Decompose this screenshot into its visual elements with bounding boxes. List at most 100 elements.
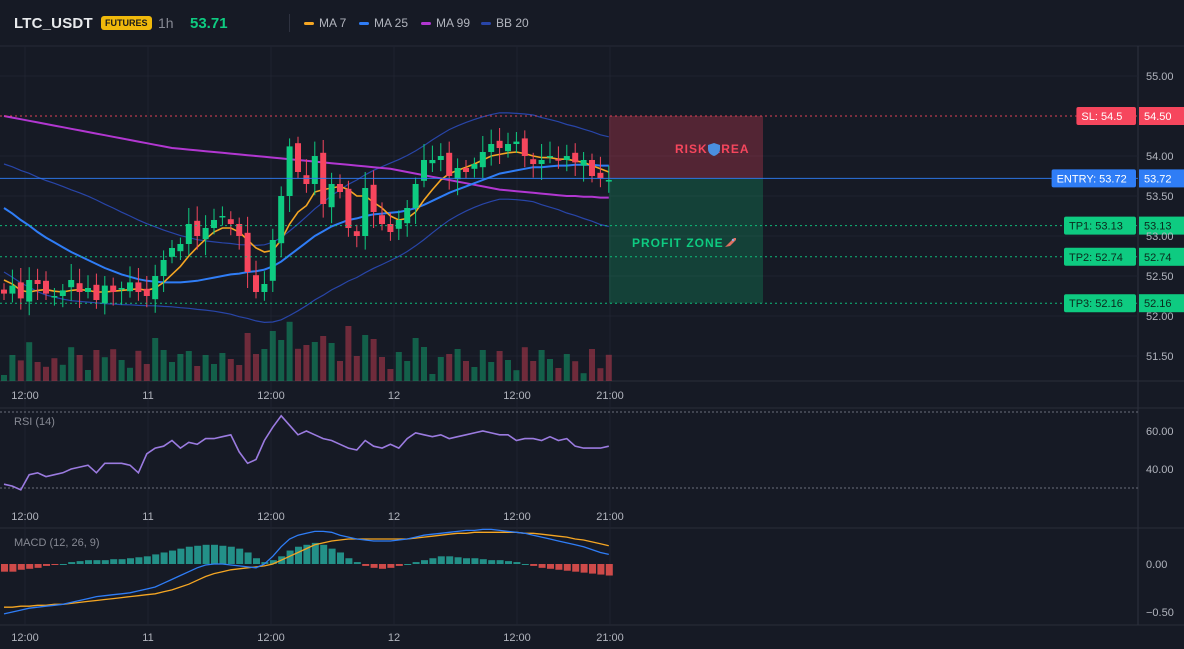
candle-body — [370, 184, 377, 212]
candle-body — [521, 138, 528, 156]
volume-bar — [387, 369, 394, 381]
volume-bar — [505, 360, 511, 381]
level-label-sl: SL: 54.5 — [1081, 111, 1122, 123]
legend-ma99[interactable]: MA 99 — [421, 16, 470, 30]
macd-hist-bar — [538, 564, 546, 568]
macd-hist-bar — [253, 558, 260, 564]
level-label-tp: TP1: 53.13 — [1069, 221, 1123, 233]
candle-body — [244, 232, 251, 272]
timeframe-label[interactable]: 1h — [158, 15, 174, 31]
level-tag-tp — [1064, 216, 1136, 235]
volume-bar — [421, 347, 427, 381]
macd-hist-bar — [101, 560, 109, 564]
candle-body — [202, 228, 209, 240]
macd-hist-bar — [547, 564, 554, 569]
candle-body — [269, 240, 276, 281]
price-tick: 52.50 — [1146, 271, 1174, 283]
macd-hist-bar — [59, 564, 67, 565]
macd-tick: −0.50 — [1146, 607, 1174, 619]
level-tag-entry — [1051, 169, 1136, 188]
candle-body — [463, 168, 469, 172]
volume-bar — [353, 356, 360, 381]
level-axis-tag-entry — [1139, 169, 1184, 188]
volume-bar — [93, 350, 100, 381]
macd-hist-bar — [93, 560, 101, 564]
time-tick: 12:00 — [503, 390, 531, 402]
time-tick: 11 — [142, 632, 153, 644]
bb-lower-line — [3, 198, 609, 324]
level-axis-value-entry: 53.72 — [1144, 173, 1172, 185]
macd-hist-bar — [135, 557, 143, 564]
volume-bar — [412, 338, 419, 381]
volume-bars — [1, 321, 612, 381]
time-tick: 21:00 — [596, 632, 624, 644]
candle-body — [488, 144, 495, 152]
volume-bar — [513, 370, 520, 381]
symbol-name[interactable]: LTC_USDT — [14, 15, 93, 32]
candle-body — [496, 140, 503, 148]
price-tick: 54.00 — [1146, 151, 1174, 163]
chart-frame — [0, 45, 1184, 626]
macd-label: MACD (12, 26, 9) — [14, 537, 100, 549]
legend-bb20[interactable]: BB 20 — [481, 16, 529, 30]
macd-hist-bar — [530, 564, 538, 566]
profit-zone-box — [609, 178, 763, 304]
candle-body — [68, 280, 75, 288]
candle-body — [547, 156, 553, 158]
volume-bar — [370, 339, 377, 381]
trade-levels: SL: 54.5 54.50 ENTRY: 53.72 53.72 TP1: 53.13… — [0, 107, 1184, 313]
rsi-label: RSI (14) — [14, 416, 55, 428]
macd-hist-bar — [303, 544, 311, 564]
candle-body — [169, 248, 175, 257]
volume-bar — [471, 367, 478, 381]
candle-body — [9, 285, 16, 294]
level-axis-tag-tp — [1139, 216, 1184, 235]
macd-hist-bar — [437, 556, 445, 564]
time-tick: 12:00 — [503, 511, 531, 523]
candle-body — [479, 152, 486, 168]
volume-bar — [26, 342, 33, 381]
candle-body — [362, 188, 369, 236]
price-axis[interactable]: 55.00 54.00 53.50 53.00 52.50 52.00 51.50 — [1146, 71, 1174, 363]
volume-bar — [185, 351, 192, 381]
time-tick: 12:00 — [11, 390, 39, 402]
volume-bar — [320, 336, 327, 381]
ma99-swatch — [421, 21, 431, 25]
candle-body — [1, 289, 7, 294]
volume-bar — [337, 361, 343, 381]
macd-hist-bar — [236, 548, 244, 564]
macd-hist-bar — [513, 562, 521, 564]
time-axis[interactable]: 12:00 11 12:00 12 12:00 21:00 12:00 11 12:00 12 12… — [11, 390, 624, 644]
legend-ma7[interactable]: MA 7 — [304, 16, 346, 30]
macd-hist-bar — [563, 564, 571, 571]
macd-hist-bar — [395, 564, 403, 566]
candle-body — [538, 160, 545, 164]
volume-bar — [269, 331, 276, 381]
macd-hist-bar — [17, 564, 25, 570]
volume-bar — [303, 345, 310, 381]
volume-bar — [395, 352, 402, 381]
macd-hist-bar — [68, 562, 76, 564]
candle-body — [93, 284, 100, 300]
macd-hist-bar — [169, 550, 176, 564]
volume-bar — [160, 350, 167, 381]
volume-bar — [572, 361, 579, 381]
volume-bar — [496, 351, 503, 381]
macd-hist-bar — [454, 557, 462, 564]
macd-hist-bar — [471, 558, 479, 564]
candle-body — [589, 160, 595, 176]
candle-body — [597, 172, 604, 179]
candle-body — [446, 152, 453, 176]
macd-hist-bar — [194, 545, 202, 564]
candle-body — [59, 290, 66, 296]
candle-body — [563, 156, 570, 160]
volume-bar — [454, 349, 461, 381]
macd-hist-bar — [605, 564, 613, 576]
level-axis-tag-tp — [1139, 247, 1184, 266]
candle-body — [177, 244, 184, 252]
legend-ma25[interactable]: MA 25 — [359, 16, 408, 30]
candle-body — [26, 280, 33, 302]
macd-hist-bar — [244, 552, 252, 564]
volume-bar — [194, 366, 201, 381]
